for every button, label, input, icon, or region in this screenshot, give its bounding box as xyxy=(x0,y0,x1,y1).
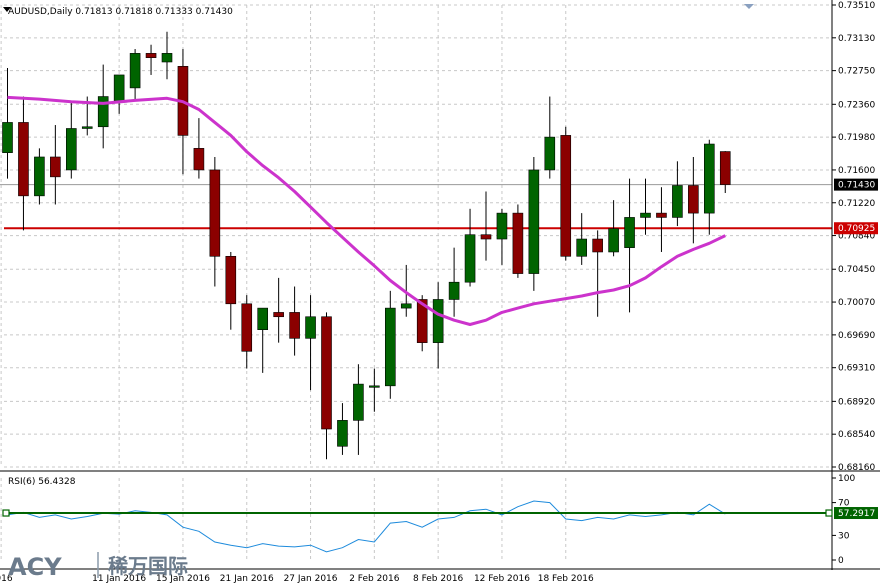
rsi-level-handle-right xyxy=(825,509,833,517)
bear-candle xyxy=(193,148,205,171)
rsi-line xyxy=(7,500,726,553)
rsi-header: RSI(6) 56.4328 xyxy=(8,477,76,487)
scroll-arrow-icon[interactable] xyxy=(744,4,754,9)
bear-candle xyxy=(145,53,157,58)
x-tick-label: 21 Jan 2016 xyxy=(220,574,274,584)
watermark-brand: ACY xyxy=(8,553,62,581)
header-dropdown-icon[interactable] xyxy=(3,7,11,12)
bull-candle xyxy=(337,420,348,447)
x-tick-label: 12 Feb 2016 xyxy=(474,574,530,584)
bull-candle xyxy=(113,74,125,102)
rsi-level-handle-left xyxy=(2,509,10,517)
bull-candle xyxy=(81,126,93,129)
bear-candle xyxy=(560,135,572,257)
y-tick-label: 0.69310 xyxy=(838,364,875,374)
bear-candle xyxy=(592,238,603,253)
bull-candle xyxy=(576,238,588,257)
bear-candle xyxy=(719,151,731,185)
x-tick-label: 8 Feb 2016 xyxy=(413,574,464,584)
moving-average xyxy=(7,95,726,326)
bull-candle xyxy=(672,185,683,218)
bull-candle xyxy=(97,96,109,128)
y-tick-label: 0.68540 xyxy=(838,430,875,440)
bull-candle xyxy=(2,122,13,153)
bull-candle xyxy=(496,212,508,240)
bull-candle xyxy=(448,281,460,300)
price-tag-label: 0.71430 xyxy=(838,181,875,191)
bull-candle xyxy=(464,234,476,283)
x-tick-label: 15 Jan 2016 xyxy=(156,574,210,584)
rsi-tick-label: 100 xyxy=(838,474,855,484)
x-tick-label: 2016 xyxy=(0,574,13,584)
rsi-tick-label: 70 xyxy=(838,499,850,509)
bull-candle xyxy=(129,53,141,89)
bear-candle xyxy=(688,185,699,214)
y-tick-label: 0.70070 xyxy=(838,298,875,308)
y-tick-label: 0.70840 xyxy=(838,232,875,242)
y-tick-label: 0.72750 xyxy=(838,67,875,77)
x-tick-label: 27 Jan 2016 xyxy=(284,574,338,584)
bear-candle xyxy=(656,212,667,218)
watermark: ACY 稀万国际 xyxy=(8,552,188,581)
price-tag-bg xyxy=(834,507,878,520)
y-tick-label: 0.71600 xyxy=(838,166,875,176)
bull-candle xyxy=(369,385,380,388)
bull-candle xyxy=(400,303,412,309)
bear-candle xyxy=(241,303,253,352)
bear-candle xyxy=(50,156,61,178)
watermark-cn: 稀万国际 xyxy=(108,554,188,578)
bull-candle xyxy=(528,169,540,274)
x-tick-label: 11 Jan 2016 xyxy=(92,574,146,584)
bear-candle xyxy=(225,255,237,305)
rsi-panel: 100 70 30 0 RSI(6) 56.4328 xyxy=(2,474,855,566)
bull-candle xyxy=(703,143,715,214)
bull-candle xyxy=(544,136,556,171)
bull-candle xyxy=(257,307,269,330)
grid xyxy=(0,4,832,560)
y-tick-label: 0.71220 xyxy=(838,199,875,209)
bull-candle xyxy=(432,299,444,343)
bear-candle xyxy=(321,316,332,430)
price-tag-label: 0.70925 xyxy=(838,224,875,234)
moving-average-line xyxy=(7,95,726,326)
price-tags: 0.71430 0.70925 57.2917 ACY 稀万国际 xyxy=(8,178,878,581)
bull-candle xyxy=(305,316,316,339)
x-tick-label: 2 Feb 2016 xyxy=(349,574,400,584)
price-tag-label: 57.2917 xyxy=(838,509,875,519)
x-tick-label: 18 Feb 2016 xyxy=(538,574,594,584)
bull-candle xyxy=(66,128,77,171)
candles xyxy=(2,31,731,460)
bull-candle xyxy=(624,217,635,248)
y-tick-label: 0.70450 xyxy=(838,265,875,275)
bull-candle xyxy=(353,383,364,421)
bear-candle xyxy=(209,169,221,257)
bull-candle xyxy=(640,212,651,218)
y-tick-label: 0.73510 xyxy=(838,1,875,11)
symbol-header: AUDUSD,Daily 0.71813 0.71818 0.71333 0.7… xyxy=(8,7,233,17)
price-tag-bg xyxy=(834,178,878,191)
bear-candle xyxy=(289,312,300,339)
bull-candle xyxy=(34,156,45,197)
y-tick-label: 0.71980 xyxy=(838,133,875,143)
rsi-tick-label: 30 xyxy=(838,531,850,541)
y-tick-label: 0.69690 xyxy=(838,331,875,341)
bull-candle xyxy=(608,228,619,253)
bear-candle xyxy=(416,299,428,343)
bear-candle xyxy=(273,312,284,318)
bear-candle xyxy=(480,234,492,240)
y-tick-label: 0.73130 xyxy=(838,34,875,44)
rsi-tick-label: 0 xyxy=(838,556,844,566)
bear-candle xyxy=(512,212,524,274)
y-tick-label: 0.72360 xyxy=(838,100,875,110)
bull-candle xyxy=(384,307,396,387)
y-tick-label: 0.68920 xyxy=(838,397,875,407)
y-tick-label: 0.68160 xyxy=(838,463,875,473)
bull-candle xyxy=(161,53,173,63)
price-tag-bg xyxy=(834,222,878,235)
bear-candle xyxy=(18,122,29,197)
